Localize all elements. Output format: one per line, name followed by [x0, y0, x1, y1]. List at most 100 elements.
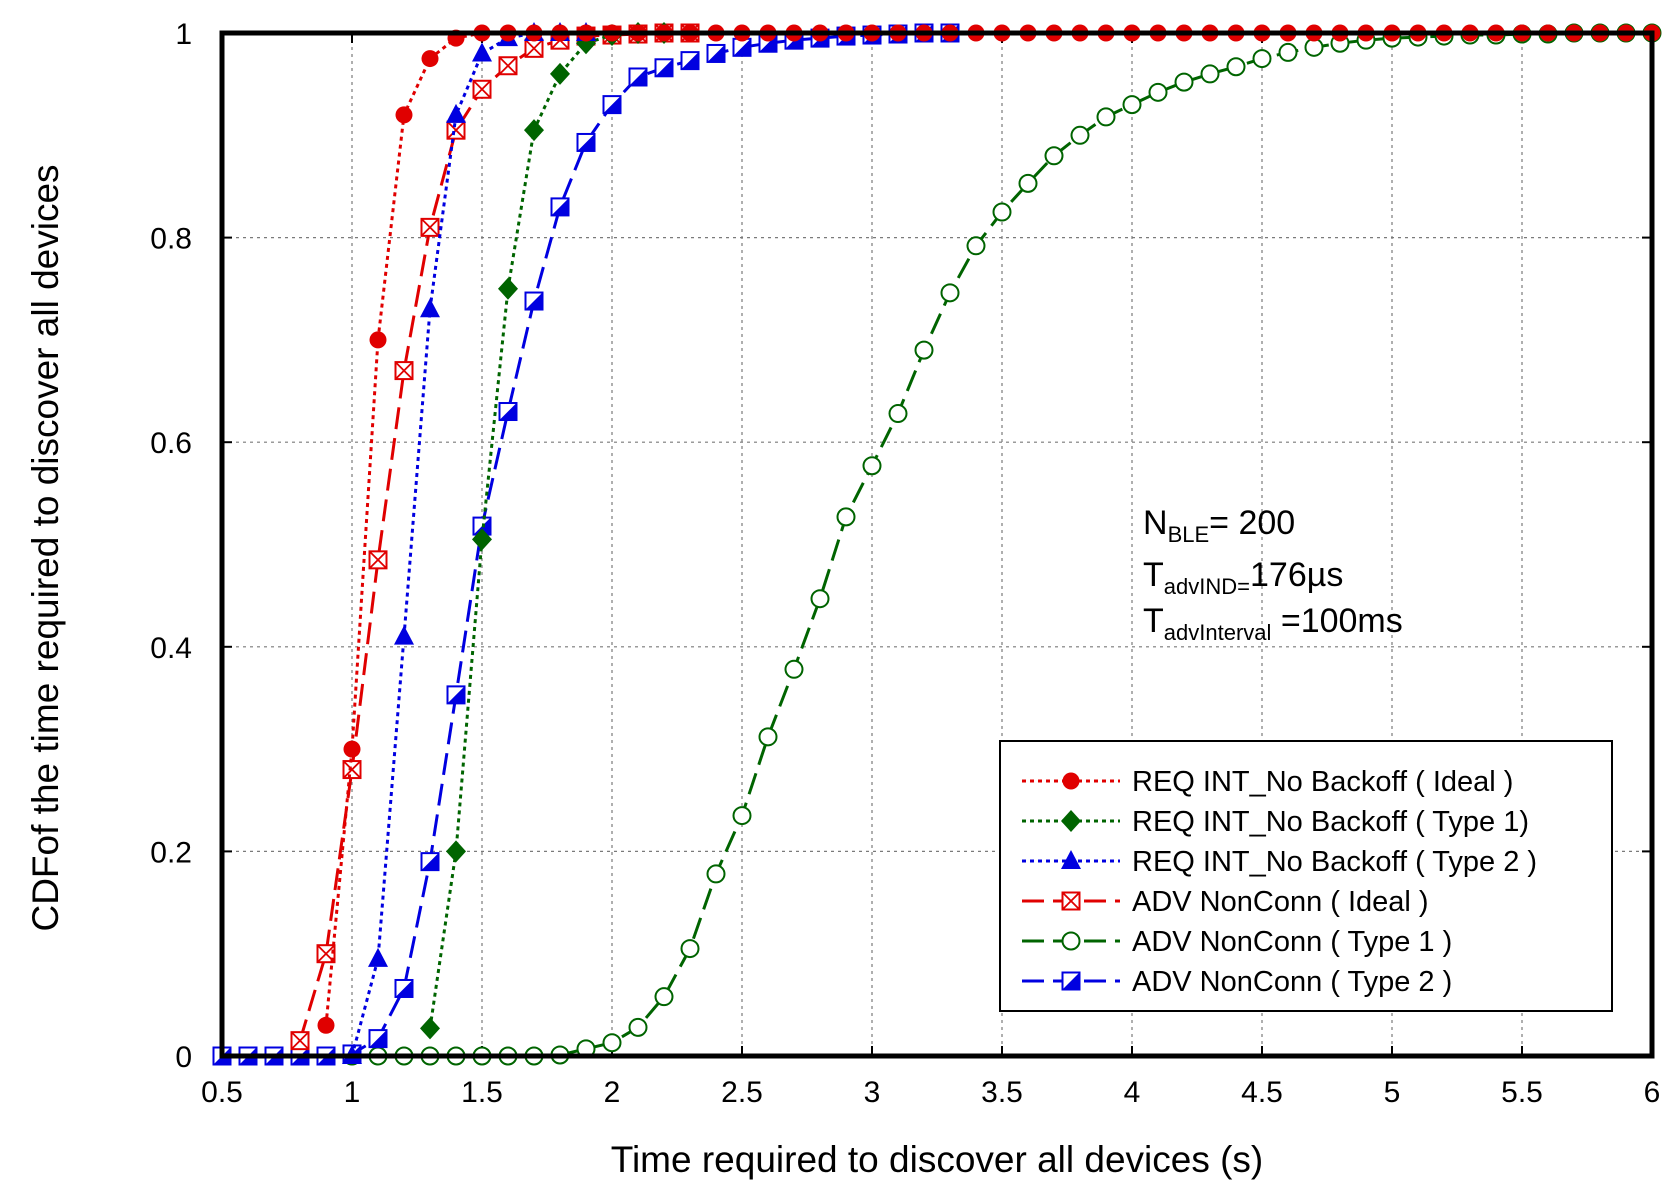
data-point	[524, 38, 544, 58]
x-axis-title: Time required to discover all devices (s…	[611, 1139, 1264, 1180]
legend-item: REQ INT_No Backoff ( Type 2 )	[1022, 846, 1537, 878]
data-point	[472, 528, 492, 551]
data-point	[446, 840, 466, 863]
data-point	[498, 402, 518, 422]
y-tick-label: 0	[175, 1041, 192, 1074]
data-point	[732, 37, 752, 57]
legend-label: ADV NonConn ( Ideal )	[1132, 886, 1429, 918]
data-point	[784, 659, 804, 679]
legend-item: REQ INT_No Backoff ( Ideal )	[1022, 766, 1513, 798]
data-point	[1252, 49, 1272, 69]
data-point	[732, 806, 752, 826]
data-point	[1278, 42, 1298, 62]
data-point	[1061, 850, 1081, 869]
data-point	[420, 217, 440, 237]
x-tick-label: 2.5	[721, 1076, 763, 1109]
data-point	[420, 298, 440, 318]
y-tick-label: 0.4	[150, 632, 192, 665]
data-point	[992, 202, 1012, 222]
x-tick-label: 5	[1384, 1076, 1401, 1109]
y-axis-title: CDFof the time required to discover all …	[25, 164, 66, 931]
data-point	[654, 987, 674, 1007]
data-point	[810, 589, 830, 609]
data-point	[602, 1033, 622, 1053]
y-tick-label: 0.8	[150, 223, 192, 256]
annotation-n-ble: NBLE= 200	[1143, 504, 1295, 547]
data-point	[966, 236, 986, 256]
data-point	[472, 42, 492, 62]
data-point	[862, 456, 882, 476]
data-point	[628, 1017, 648, 1037]
x-tick-label: 4.5	[1241, 1076, 1283, 1109]
data-point	[421, 50, 439, 68]
x-tick-label: 2	[604, 1076, 621, 1109]
data-point	[836, 507, 856, 527]
x-tick-label: 0.5	[201, 1076, 243, 1109]
data-point	[1018, 173, 1038, 193]
legend: REQ INT_No Backoff ( Ideal ) REQ INT_No B…	[999, 740, 1613, 1012]
data-point	[1062, 772, 1080, 790]
data-point	[940, 283, 960, 303]
legend-item: ADV NonConn ( Ideal )	[1022, 886, 1429, 918]
data-point	[395, 106, 413, 124]
data-point	[290, 1031, 310, 1051]
data-point	[1122, 95, 1142, 115]
data-point	[1226, 57, 1246, 77]
data-point	[914, 340, 934, 360]
data-point	[1061, 971, 1081, 991]
x-tick-label: 6	[1644, 1076, 1661, 1109]
data-point	[1096, 107, 1116, 127]
plot-frame	[219, 30, 1655, 1059]
data-point	[1061, 891, 1081, 911]
data-point	[343, 740, 361, 758]
data-point	[368, 550, 388, 570]
legend-item: REQ INT_No Backoff ( Type 1)	[1022, 806, 1529, 838]
data-point	[498, 277, 518, 300]
x-tick-label: 3.5	[981, 1076, 1023, 1109]
legend-item: ADV NonConn ( Type 1 )	[1022, 926, 1452, 958]
data-point	[342, 760, 362, 780]
data-point	[628, 67, 648, 87]
data-point	[706, 43, 726, 63]
data-point	[472, 79, 492, 99]
data-point	[368, 1029, 388, 1049]
legend-label: ADV NonConn ( Type 2 )	[1132, 966, 1452, 998]
data-point	[1200, 64, 1220, 84]
data-point	[1061, 931, 1081, 951]
data-point	[1061, 810, 1081, 832]
annotation-t-adv-ind: TadvIND=176µs	[1143, 556, 1343, 599]
data-point	[680, 51, 700, 71]
y-tick-label: 0.2	[150, 836, 192, 869]
legend-label: REQ INT_No Backoff ( Type 1)	[1132, 806, 1529, 838]
data-point	[420, 1017, 440, 1040]
data-point	[446, 685, 466, 705]
x-tick-label: 1	[344, 1076, 361, 1109]
legend-label: REQ INT_No Backoff ( Ideal )	[1132, 766, 1513, 798]
data-point	[498, 56, 518, 76]
y-tick-label: 0.6	[150, 427, 192, 460]
data-point	[550, 62, 570, 85]
x-tick-label: 3	[864, 1076, 881, 1109]
data-point	[368, 947, 388, 967]
legend-label: REQ INT_No Backoff ( Type 2 )	[1132, 846, 1537, 878]
data-point	[524, 291, 544, 311]
legend-item: ADV NonConn ( Type 2 )	[1022, 966, 1452, 998]
data-point	[369, 331, 387, 349]
data-point	[1070, 125, 1090, 145]
data-point	[317, 1016, 335, 1034]
data-point	[680, 939, 700, 959]
data-point	[394, 625, 414, 645]
data-point	[706, 864, 726, 884]
data-point	[524, 119, 544, 142]
data-point	[420, 852, 440, 872]
data-point	[1148, 82, 1168, 102]
data-point	[394, 361, 414, 381]
x-tick-label: 4	[1124, 1076, 1141, 1109]
data-point	[446, 103, 466, 123]
legend-box	[999, 740, 1613, 1012]
data-point	[550, 197, 570, 217]
data-point	[888, 404, 908, 424]
data-point	[1174, 72, 1194, 92]
data-point	[576, 132, 596, 152]
